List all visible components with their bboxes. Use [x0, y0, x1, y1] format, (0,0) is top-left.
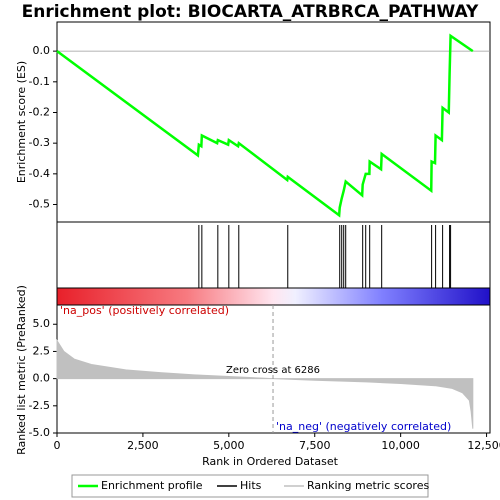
color-bar [56, 287, 491, 306]
y-axis-label: Enrichment score (ES) [15, 61, 28, 183]
y-tick-label: 0.0 [33, 44, 51, 57]
y-tick-label: 0.0 [33, 372, 51, 385]
y-tick-label: 2.5 [33, 344, 51, 357]
y-tick-label: 5.0 [33, 317, 51, 330]
y-tick-label: -0.5 [29, 198, 50, 211]
annotation: 'na_neg' (negatively correlated) [276, 420, 451, 433]
x-tick-label: 2,500 [127, 439, 159, 452]
metric-area [56, 338, 474, 429]
x-tick-label: 0 [54, 439, 61, 452]
y-tick-label: -0.2 [29, 105, 50, 118]
x-tick-label: 10,000 [381, 439, 420, 452]
legend-label: Enrichment profile [101, 479, 203, 492]
legend-label: Ranking metric scores [307, 479, 429, 492]
x-tick-label: 5,000 [213, 439, 245, 452]
es-line [56, 33, 474, 218]
x-tick-label: 7,500 [299, 439, 331, 452]
y-tick-label: -0.1 [29, 75, 50, 88]
x-tick-label: 12,500 [467, 439, 500, 452]
chart-title: Enrichment plot: BIOCARTA_ATRBRCA_PATHWA… [22, 2, 479, 22]
legend [71, 474, 429, 498]
hits-frame [56, 221, 491, 289]
y-tick-label: -5.0 [29, 426, 50, 439]
y-tick-label: -2.5 [29, 399, 50, 412]
x-axis-label: Rank in Ordered Dataset [202, 455, 339, 468]
es-frame [56, 21, 491, 223]
y-tick-label: -0.3 [29, 136, 50, 149]
annotation: Zero cross at 6286 [226, 365, 320, 376]
y-tick-label: -0.4 [29, 167, 50, 180]
annotation: 'na_pos' (positively correlated) [60, 304, 229, 317]
y-axis-label: Ranked list metric (PreRanked) [15, 285, 28, 455]
legend-label: Hits [240, 479, 262, 492]
